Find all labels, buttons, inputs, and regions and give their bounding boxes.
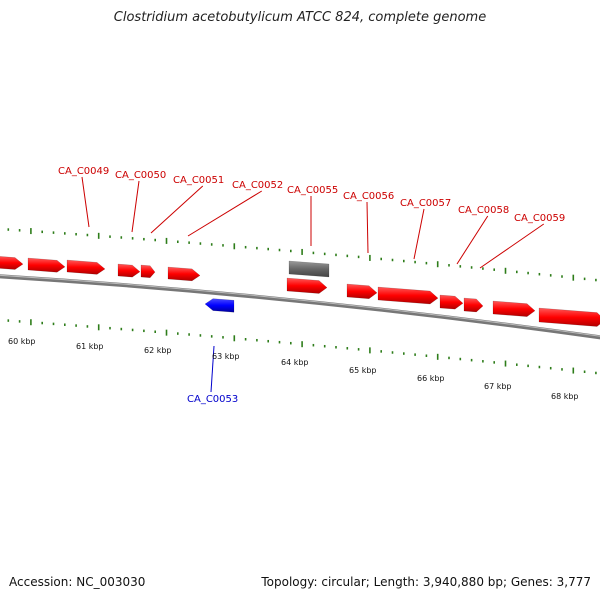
scale-label: 61 kbp <box>76 342 104 351</box>
forward-gene-arrow <box>117 263 141 278</box>
forward-gene-arrow <box>492 300 536 317</box>
scale-label: 67 kbp <box>484 382 512 391</box>
gene-label-forward: CA_C0050 <box>115 170 166 181</box>
gene-label-reverse: CA_C0053 <box>187 394 238 405</box>
label-leader-line <box>131 180 140 233</box>
forward-gene-arrow <box>167 266 201 282</box>
forward-gene-arrow <box>286 277 328 294</box>
inner-tick-ring <box>7 319 597 375</box>
forward-gene-arrow <box>346 283 378 299</box>
scale-label: 64 kbp <box>281 358 309 367</box>
scale-label: 66 kbp <box>417 374 445 383</box>
scale-label: 60 kbp <box>8 337 36 346</box>
gene-label-forward: CA_C0049 <box>58 166 109 177</box>
gene-label-forward: CA_C0055 <box>287 185 338 196</box>
label-leader-line <box>210 345 215 393</box>
scale-label: 65 kbp <box>349 366 377 375</box>
feature-track <box>0 256 600 327</box>
genome-backbone-highlight <box>0 274 600 337</box>
forward-gene-arrow <box>538 307 600 327</box>
gene-label-forward: CA_C0058 <box>458 205 509 216</box>
accession-text: Accession: NC_003030 <box>9 575 146 589</box>
forward-gene-arrow <box>463 297 484 313</box>
scale-label: 68 kbp <box>551 392 579 401</box>
map-title: Clostridium acetobutylicum ATCC 824, com… <box>113 10 487 25</box>
label-leader-line <box>456 215 489 265</box>
gene-label-forward: CA_C0057 <box>400 198 451 209</box>
label-leader-line <box>150 185 204 234</box>
forward-gene-arrow <box>439 294 464 310</box>
gene-label-forward: CA_C0052 <box>232 180 283 191</box>
label-leaders <box>81 176 545 393</box>
forward-gene-arrow <box>377 286 439 305</box>
scale-label: 62 kbp <box>144 346 172 355</box>
forward-gene-arrow <box>140 264 156 278</box>
genome-stats-text: Topology: circular; Length: 3,940,880 bp… <box>261 575 591 589</box>
label-leader-line <box>366 201 369 254</box>
forward-gene-arrow <box>0 256 24 270</box>
reverse-gene-arrow <box>204 298 235 313</box>
label-leader-line <box>187 190 263 237</box>
gene-label-forward: CA_C0056 <box>343 191 394 202</box>
label-layer: 60 kbp 61 kbp 62 kbp 63 kbp 64 kbp 65 kbp 66 k… <box>8 166 579 405</box>
forward-gene-arrow <box>66 259 106 275</box>
forward-gene-arrow <box>27 257 66 273</box>
other-feature-block <box>288 260 330 278</box>
genome-backbone <box>0 274 600 340</box>
outer-tick-ring <box>7 228 597 282</box>
label-leader-line <box>413 208 425 260</box>
label-leader-line <box>81 176 90 228</box>
gene-label-forward: CA_C0059 <box>514 213 565 224</box>
scale-label: 63 kbp <box>212 352 240 361</box>
label-leader-line <box>479 223 545 269</box>
gene-label-forward: CA_C0051 <box>173 175 224 186</box>
